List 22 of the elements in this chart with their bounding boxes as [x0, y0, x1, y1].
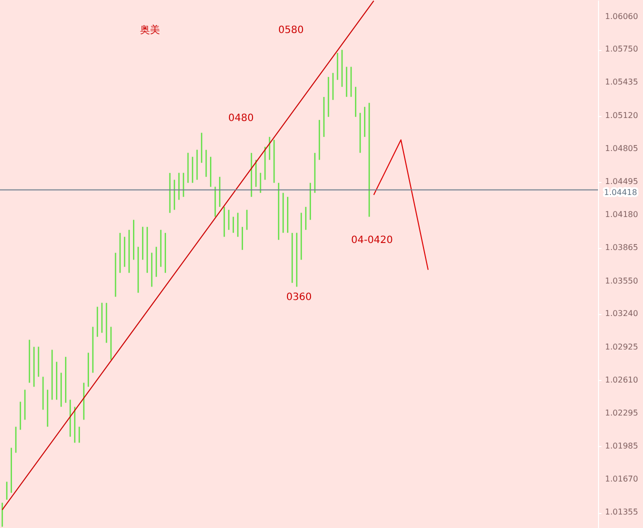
annotation: 0360 [286, 292, 312, 303]
y-tick-label: 1.05750 [605, 44, 638, 54]
y-tick-label: 1.01985 [605, 441, 638, 450]
annotation: 0480 [228, 113, 254, 124]
y-tick-label: 1.04495 [605, 176, 638, 186]
y-tick-label: 1.05120 [605, 110, 638, 120]
y-tick-label: 1.05435 [605, 78, 638, 87]
y-tick-label: 1.03865 [605, 243, 638, 252]
y-tick-label: 1.04180 [605, 210, 638, 219]
y-tick-label: 1.04805 [605, 144, 638, 154]
y-tick-label: 1.06060 [605, 12, 638, 21]
y-tick-label: 1.01670 [605, 474, 638, 484]
y-tick-label: 1.02925 [605, 342, 638, 352]
y-tick-label: 1.03550 [605, 276, 638, 286]
annotation: 04-0420 [351, 235, 393, 246]
y-tick-label: 1.03240 [605, 309, 638, 318]
ref-line-label: 1.04418 [604, 188, 638, 197]
y-tick-label: 1.02295 [605, 408, 638, 418]
y-tick-label: 1.01355 [605, 508, 638, 517]
y-tick-label: 1.02610 [605, 375, 638, 384]
annotation: 奥美 [140, 24, 160, 36]
annotation: 0580 [278, 25, 304, 36]
